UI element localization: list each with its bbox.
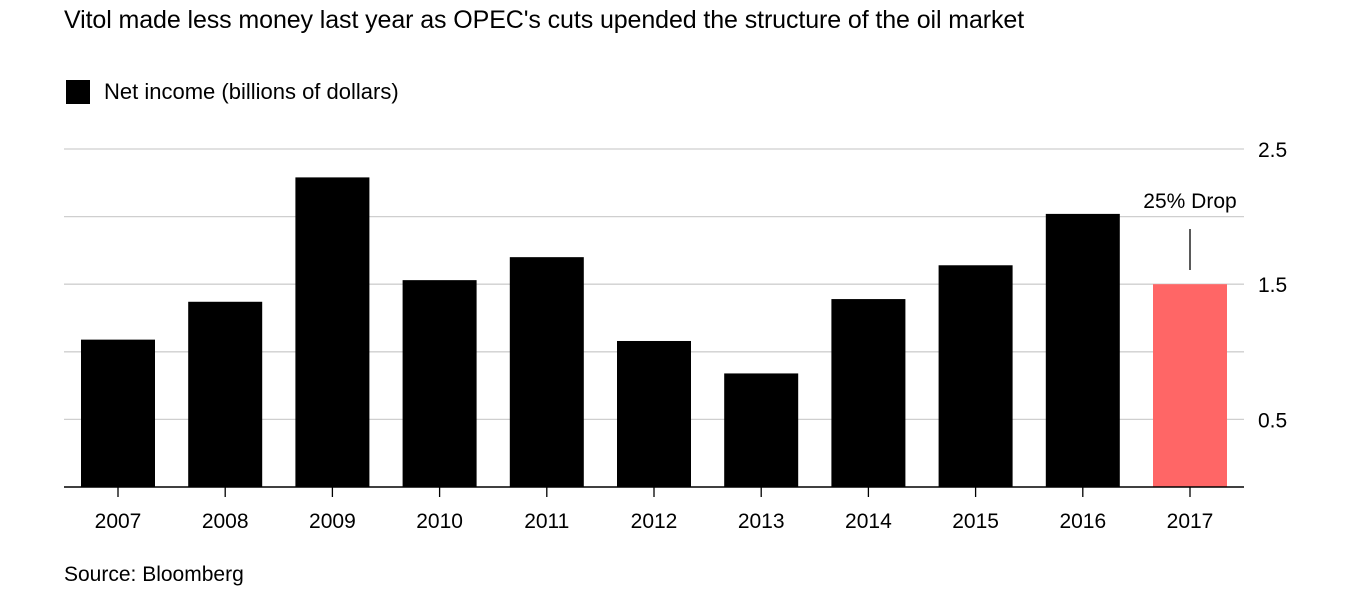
x-tick-label: 2013 <box>738 510 785 533</box>
x-tick-label: 2015 <box>952 510 999 533</box>
x-tick-label: 2016 <box>1059 510 1106 533</box>
x-tick-label: 2017 <box>1167 510 1214 533</box>
bar-2007 <box>81 339 155 487</box>
bar-2017 <box>1153 284 1227 487</box>
source-note: Source: Bloomberg <box>64 563 244 586</box>
legend-swatch <box>66 80 90 104</box>
y-tick-label: 2.5 <box>1258 139 1287 162</box>
bar-2010 <box>402 280 477 487</box>
annotation-label: 25% Drop <box>1143 190 1236 213</box>
x-tick-label: 2008 <box>202 510 249 533</box>
bar-2012 <box>617 340 691 487</box>
bar-2016 <box>1045 213 1120 487</box>
x-tick-label: 2011 <box>524 510 569 533</box>
bar-2013 <box>724 373 799 487</box>
bar-2009 <box>295 177 370 487</box>
bar-2014 <box>831 299 906 487</box>
y-tick-label: 0.5 <box>1258 409 1287 432</box>
bar-2008 <box>188 301 263 487</box>
legend: Net income (billions of dollars) <box>66 78 399 106</box>
bar-2015 <box>938 265 1013 487</box>
chart-title: Vitol made less money last year as OPEC'… <box>64 6 1025 34</box>
x-tick-label: 2014 <box>845 510 892 533</box>
y-tick-label: 1.5 <box>1258 274 1287 297</box>
x-tick-label: 2012 <box>631 510 678 533</box>
x-tick-label: 2007 <box>95 510 142 533</box>
x-tick-label: 2009 <box>309 510 356 533</box>
x-tick-label: 2010 <box>416 510 463 533</box>
bar-2011 <box>509 257 584 487</box>
legend-label: Net income (billions of dollars) <box>104 79 399 104</box>
